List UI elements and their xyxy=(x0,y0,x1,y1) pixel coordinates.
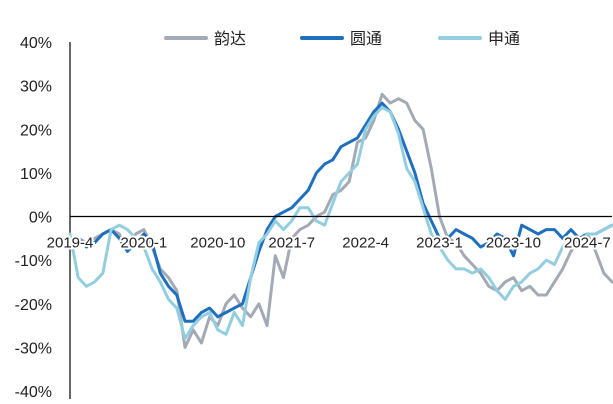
legend-label-0: 韵达 xyxy=(214,29,246,48)
y-tick-label: 10% xyxy=(20,166,52,183)
x-tick-label: 2020-1 xyxy=(121,235,168,252)
y-tick-label: 0% xyxy=(29,210,52,227)
y-tick-label: -40% xyxy=(15,384,52,399)
x-tick-halo: 2020-1 xyxy=(121,235,168,252)
x-tick-halo: 2023-1 xyxy=(416,235,463,252)
y-tick-label: -20% xyxy=(15,297,52,314)
y-tick-label: 30% xyxy=(20,79,52,96)
x-tick-label: 2024-7 xyxy=(564,235,611,252)
x-tick-halo: 2020-10 xyxy=(190,235,245,252)
x-tick-label: 2023-1 xyxy=(416,235,463,252)
x-tick-label: 2022-4 xyxy=(342,235,389,252)
x-tick-label: 2019-4 xyxy=(47,235,94,252)
x-tick-label: 2020-10 xyxy=(190,235,245,252)
legend: 韵达 圆通 申通 xyxy=(164,29,520,48)
series-lines xyxy=(68,92,613,349)
y-tick-label: -10% xyxy=(15,253,52,270)
y-tick-label: -30% xyxy=(15,340,52,357)
x-tick-label: 2021-7 xyxy=(268,235,315,252)
x-tick-halo: 2023-10 xyxy=(486,235,541,252)
legend-label-1: 圆通 xyxy=(350,29,382,48)
x-tick-halo: 2022-4 xyxy=(342,235,389,252)
series-line-0 xyxy=(68,92,613,349)
x-tick-label: 2023-10 xyxy=(486,235,541,252)
legend-label-2: 申通 xyxy=(488,29,520,48)
x-tick-halo: 2019-4 xyxy=(47,235,94,252)
y-tick-label: 40% xyxy=(20,35,52,52)
series-line-2 xyxy=(68,105,613,341)
x-tick-halo: 2021-7 xyxy=(268,235,315,252)
y-tick-label: 20% xyxy=(20,122,52,139)
y-axis: 40% 30% 20% 10% 0% -10% -20% -30% -40% xyxy=(15,35,71,401)
x-tick-halo: 2024-7 xyxy=(564,235,611,252)
series-line-1 xyxy=(68,101,613,323)
